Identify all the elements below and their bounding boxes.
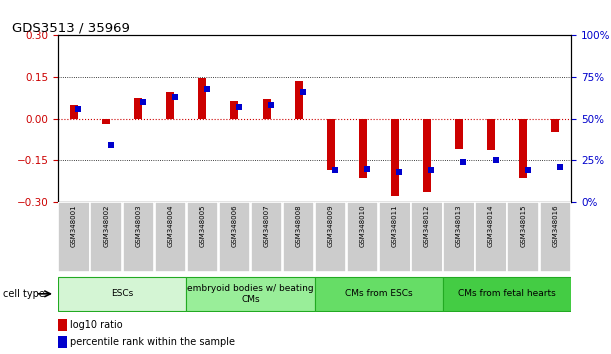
Bar: [58, 319, 67, 331]
Text: GSM348011: GSM348011: [392, 205, 398, 247]
Bar: [251, 202, 282, 272]
Text: GSM348003: GSM348003: [135, 205, 141, 247]
Text: GSM348009: GSM348009: [327, 205, 334, 247]
Bar: [411, 202, 442, 272]
Text: cell type: cell type: [3, 289, 45, 299]
Bar: [295, 81, 302, 119]
Bar: [315, 202, 346, 272]
Text: GSM348005: GSM348005: [199, 205, 205, 247]
Text: GSM348016: GSM348016: [552, 205, 558, 247]
Text: percentile rank within the sample: percentile rank within the sample: [70, 337, 235, 347]
Bar: [166, 92, 174, 119]
Bar: [475, 202, 507, 272]
Bar: [58, 336, 67, 348]
Bar: [551, 119, 559, 132]
Text: log10 ratio: log10 ratio: [70, 320, 123, 330]
Bar: [359, 119, 367, 178]
Bar: [508, 202, 539, 272]
Bar: [102, 119, 110, 124]
Text: GSM348014: GSM348014: [488, 205, 494, 247]
Text: GDS3513 / 35969: GDS3513 / 35969: [12, 21, 130, 34]
Text: CMs from ESCs: CMs from ESCs: [345, 289, 412, 298]
Text: GSM348010: GSM348010: [360, 205, 366, 247]
Bar: [347, 202, 378, 272]
Bar: [90, 202, 122, 272]
Bar: [540, 202, 571, 272]
Bar: [230, 101, 238, 119]
Bar: [263, 99, 271, 119]
Text: GSM348013: GSM348013: [456, 205, 462, 247]
Bar: [59, 202, 90, 272]
Bar: [219, 202, 250, 272]
Bar: [283, 202, 314, 272]
Text: GSM348004: GSM348004: [167, 205, 174, 247]
Text: GSM348015: GSM348015: [520, 205, 526, 247]
Text: GSM348006: GSM348006: [232, 205, 238, 247]
Bar: [134, 98, 142, 119]
Bar: [315, 277, 443, 311]
Bar: [379, 202, 411, 272]
Text: CMs from fetal hearts: CMs from fetal hearts: [458, 289, 556, 298]
Bar: [519, 119, 527, 178]
Text: GSM348002: GSM348002: [103, 205, 109, 247]
Bar: [455, 119, 463, 149]
Text: GSM348007: GSM348007: [263, 205, 269, 247]
Bar: [391, 119, 399, 196]
Text: GSM348008: GSM348008: [296, 205, 302, 247]
Bar: [155, 202, 186, 272]
Bar: [487, 119, 495, 150]
Bar: [443, 277, 571, 311]
Text: GSM348012: GSM348012: [424, 205, 430, 247]
Bar: [199, 78, 207, 119]
Bar: [123, 202, 154, 272]
Bar: [187, 202, 218, 272]
Text: GSM348001: GSM348001: [71, 205, 77, 247]
Bar: [423, 119, 431, 192]
Bar: [444, 202, 475, 272]
Bar: [70, 105, 78, 119]
Bar: [58, 277, 186, 311]
Text: embryoid bodies w/ beating
CMs: embryoid bodies w/ beating CMs: [187, 284, 314, 304]
Text: ESCs: ESCs: [111, 289, 133, 298]
Bar: [327, 119, 335, 170]
Bar: [186, 277, 315, 311]
